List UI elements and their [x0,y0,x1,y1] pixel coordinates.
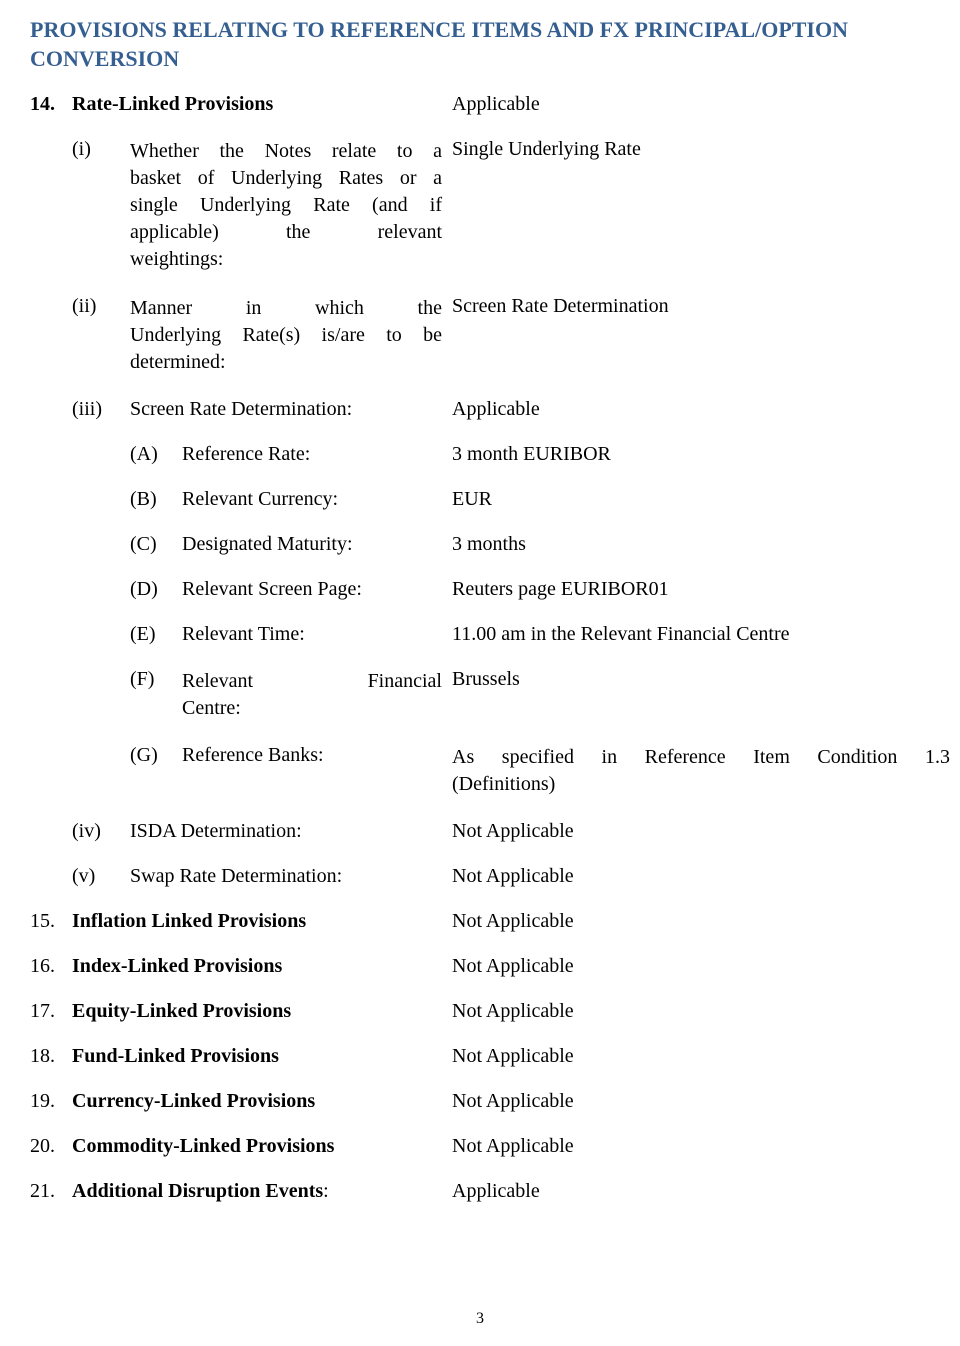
item-number: 14. [30,93,72,116]
subsub-value: 3 month EURIBOR [452,443,950,466]
label-line: applicable)therelevant [130,219,442,246]
item-value: Not Applicable [452,1000,950,1023]
letter-marker: (E) [130,623,182,646]
subsub-label: RelevantFinancial Centre: [182,668,452,722]
value-line: AsspecifiedinReferenceItemCondition1.3 [452,744,950,771]
sub-item-value: Single Underlying Rate [452,138,950,161]
sub-item-value: Not Applicable [452,865,950,888]
document-page: PROVISIONS RELATING TO REFERENCE ITEMS A… [0,0,960,1346]
item-17: 17. Equity-Linked Provisions Not Applica… [30,1000,950,1023]
item-number: 16. [30,955,72,978]
item-14-iv: (iv) ISDA Determination: Not Applicable [30,820,950,843]
item-title: Currency-Linked Provisions [72,1090,452,1113]
roman-numeral: (ii) [72,295,130,318]
item-number: 18. [30,1045,72,1068]
item-value: Not Applicable [452,955,950,978]
letter-marker: (G) [130,744,182,767]
subsub-label: Relevant Currency: [182,488,452,511]
item-title: Commodity-Linked Provisions [72,1135,452,1158]
label-line: Whether the Notes relate to a [130,138,442,165]
subsub-value: AsspecifiedinReferenceItemCondition1.3 (… [452,744,950,798]
item-14: 14. Rate-Linked Provisions Applicable [30,93,950,116]
subsub-value: Reuters page EURIBOR01 [452,578,950,601]
item-20: 20. Commodity-Linked Provisions Not Appl… [30,1135,950,1158]
item-18: 18. Fund-Linked Provisions Not Applicabl… [30,1045,950,1068]
letter-marker: (F) [130,668,182,691]
sub-item-label: Swap Rate Determination: [130,865,452,888]
sub-item-value: Applicable [452,398,950,421]
label-line: Underlying Rate(s) is/are to be [130,322,442,349]
roman-numeral: (iv) [72,820,130,843]
subsub-label: Relevant Time: [182,623,452,646]
item-number: 17. [30,1000,72,1023]
item-15: 15. Inflation Linked Provisions Not Appl… [30,910,950,933]
label-line: single Underlying Rate (and if [130,192,442,219]
item-value: Not Applicable [452,1135,950,1158]
item-14-iii: (iii) Screen Rate Determination: Applica… [30,398,950,421]
subsub-label: Reference Banks: [182,744,452,767]
letter-marker: (B) [130,488,182,511]
item-title: Fund-Linked Provisions [72,1045,452,1068]
item-value: Not Applicable [452,910,950,933]
page-number: 3 [0,1310,960,1328]
item-16: 16. Index-Linked Provisions Not Applicab… [30,955,950,978]
subsub-value: 11.00 am in the Relevant Financial Centr… [452,623,950,646]
item-value: Not Applicable [452,1045,950,1068]
item-14-iii-B: (B) Relevant Currency: EUR [30,488,950,511]
item-14-iii-A: (A) Reference Rate: 3 month EURIBOR [30,443,950,466]
item-14-i: (i) Whether the Notes relate to a basket… [30,138,950,273]
label-line: RelevantFinancial [182,668,442,695]
item-21: 21. Additional Disruption Events: Applic… [30,1180,950,1203]
item-title: Additional Disruption Events: [72,1180,452,1203]
label-line: determined: [130,349,442,376]
item-title-text: Additional Disruption Events [72,1180,323,1202]
letter-marker: (D) [130,578,182,601]
subsub-label: Designated Maturity: [182,533,452,556]
roman-numeral: (i) [72,138,130,161]
label-line: weightings: [130,246,442,273]
letter-marker: (A) [130,443,182,466]
sub-item-label: ISDA Determination: [130,820,452,843]
value-line: (Definitions) [452,771,950,798]
subsub-label: Relevant Screen Page: [182,578,452,601]
section-heading: PROVISIONS RELATING TO REFERENCE ITEMS A… [30,16,950,73]
item-14-iii-C: (C) Designated Maturity: 3 months [30,533,950,556]
item-number: 15. [30,910,72,933]
letter-marker: (C) [130,533,182,556]
roman-numeral: (v) [72,865,130,888]
sub-item-value: Not Applicable [452,820,950,843]
subsub-label: Reference Rate: [182,443,452,466]
item-value: Not Applicable [452,1090,950,1113]
sub-item-value: Screen Rate Determination [452,295,950,318]
subsub-value: EUR [452,488,950,511]
item-14-iii-G: (G) Reference Banks: AsspecifiedinRefere… [30,744,950,798]
item-14-iii-F: (F) RelevantFinancial Centre: Brussels [30,668,950,722]
sub-item-label: Mannerinwhichthe Underlying Rate(s) is/a… [130,295,452,376]
subsub-value: Brussels [452,668,950,691]
sub-item-label: Screen Rate Determination: [130,398,452,421]
item-14-ii: (ii) Mannerinwhichthe Underlying Rate(s)… [30,295,950,376]
item-number: 21. [30,1180,72,1203]
label-line: basket of Underlying Rates or a [130,165,442,192]
item-title: Inflation Linked Provisions [72,910,452,933]
item-14-iii-E: (E) Relevant Time: 11.00 am in the Relev… [30,623,950,646]
item-value: Applicable [452,93,950,116]
item-number: 20. [30,1135,72,1158]
item-number: 19. [30,1090,72,1113]
item-19: 19. Currency-Linked Provisions Not Appli… [30,1090,950,1113]
subsub-value: 3 months [452,533,950,556]
sub-item-label: Whether the Notes relate to a basket of … [130,138,452,273]
item-title: Index-Linked Provisions [72,955,452,978]
label-line: Mannerinwhichthe [130,295,442,322]
label-line: Centre: [182,695,442,722]
item-value: Applicable [452,1180,950,1203]
item-14-iii-D: (D) Relevant Screen Page: Reuters page E… [30,578,950,601]
item-title: Equity-Linked Provisions [72,1000,452,1023]
item-14-v: (v) Swap Rate Determination: Not Applica… [30,865,950,888]
roman-numeral: (iii) [72,398,130,421]
item-title: Rate-Linked Provisions [72,93,452,116]
